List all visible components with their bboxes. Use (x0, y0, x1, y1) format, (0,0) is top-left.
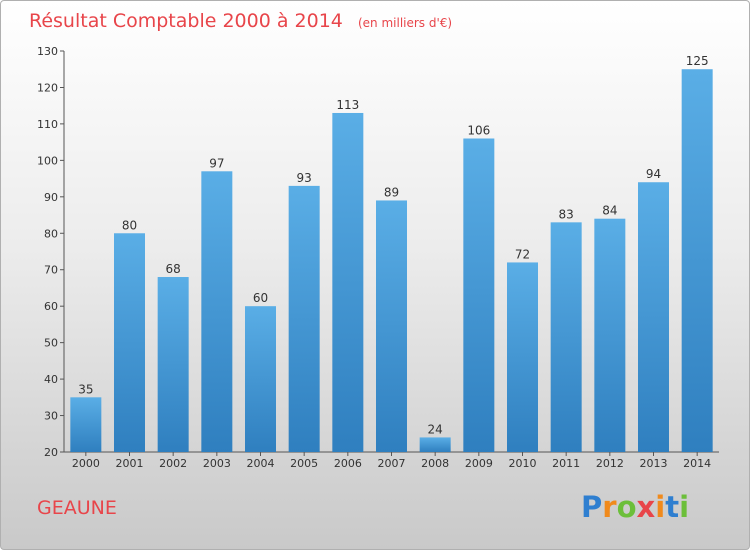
y-tick-label: 40 (44, 373, 58, 386)
bar-value-label: 94 (646, 167, 661, 181)
bar (507, 262, 538, 452)
axes: 20 30 40 50 60 70 80 90 100 110 120 130 2000 2001 2002… (37, 45, 719, 470)
brand-letter: t (665, 490, 679, 524)
bar-value-label: 97 (209, 156, 224, 170)
x-tick-label: 2014 (683, 457, 711, 470)
bar (463, 138, 495, 452)
bar (245, 306, 276, 452)
brand-letter: o (617, 490, 637, 524)
chart-title-unit: (en milliers d'€) (358, 16, 452, 30)
bar (332, 112, 364, 453)
y-tick-label: 60 (44, 300, 58, 313)
bar (70, 397, 102, 452)
bar (376, 200, 407, 452)
y-tick-label: 50 (44, 337, 58, 350)
bar-value-label: 125 (686, 54, 709, 68)
x-tick-label: 2000 (72, 457, 100, 470)
x-tick-label: 2010 (509, 457, 537, 470)
bar-value-label: 80 (122, 218, 137, 232)
x-tick-label: 2008 (421, 457, 449, 470)
x-tick-label: 2007 (378, 457, 406, 470)
bar-value-label: 72 (515, 247, 530, 261)
x-tick-label: 2004 (247, 457, 275, 470)
bar (114, 233, 145, 452)
bar (681, 69, 713, 453)
bar-value-label: 83 (559, 207, 574, 221)
bar (550, 222, 582, 452)
bars (70, 69, 713, 453)
y-tick-label: 70 (44, 264, 58, 277)
y-tick-label: 100 (37, 154, 58, 167)
brand-letter: i (655, 490, 665, 524)
x-tick-label: 2012 (596, 457, 624, 470)
x-tick-label: 2011 (552, 457, 580, 470)
x-tick-label: 2003 (203, 457, 231, 470)
chart-title: Résultat Comptable 2000 à 2014 (en milli… (29, 10, 452, 32)
value-labels: 35 80 68 97 60 93 113 89 24 106 72 83 84 94 125 (78, 54, 708, 436)
y-tick-label: 110 (37, 118, 58, 131)
x-tick-label: 2009 (465, 457, 493, 470)
bar-value-label: 106 (467, 123, 490, 137)
y-tick-label: 20 (44, 446, 58, 459)
brand-logo: Proxiti (581, 490, 689, 524)
bar-value-label: 60 (253, 291, 268, 305)
bar (638, 182, 669, 452)
bar (419, 437, 451, 452)
x-tick-label: 2006 (334, 457, 362, 470)
bar (594, 218, 626, 452)
bar-value-label: 35 (78, 382, 93, 396)
chart-title-main: Résultat Comptable 2000 à 2014 (29, 10, 343, 32)
y-tick-label: 90 (44, 191, 58, 204)
y-tick-label: 30 (44, 410, 58, 423)
brand-letter: i (679, 490, 689, 524)
bar-value-label: 84 (602, 204, 617, 218)
y-tick-label: 130 (37, 45, 58, 58)
bar-value-label: 113 (336, 98, 359, 112)
x-tick-label: 2001 (116, 457, 144, 470)
bar-value-label: 68 (166, 262, 181, 276)
x-tick-label: 2005 (290, 457, 318, 470)
x-tick-label: 2002 (159, 457, 187, 470)
bar-value-label: 24 (428, 422, 443, 436)
x-tick-label: 2013 (640, 457, 668, 470)
bar-value-label: 89 (384, 185, 399, 199)
bar (201, 171, 233, 453)
town-label: GEAUNE (37, 497, 117, 519)
bar (288, 185, 320, 452)
brand-letter: r (602, 490, 617, 524)
y-tick-label: 80 (44, 227, 58, 240)
bar-value-label: 93 (297, 171, 312, 185)
brand-letter: P (581, 490, 602, 524)
brand-letter: x (637, 490, 656, 524)
bar (157, 277, 189, 452)
y-tick-label: 120 (37, 81, 58, 94)
